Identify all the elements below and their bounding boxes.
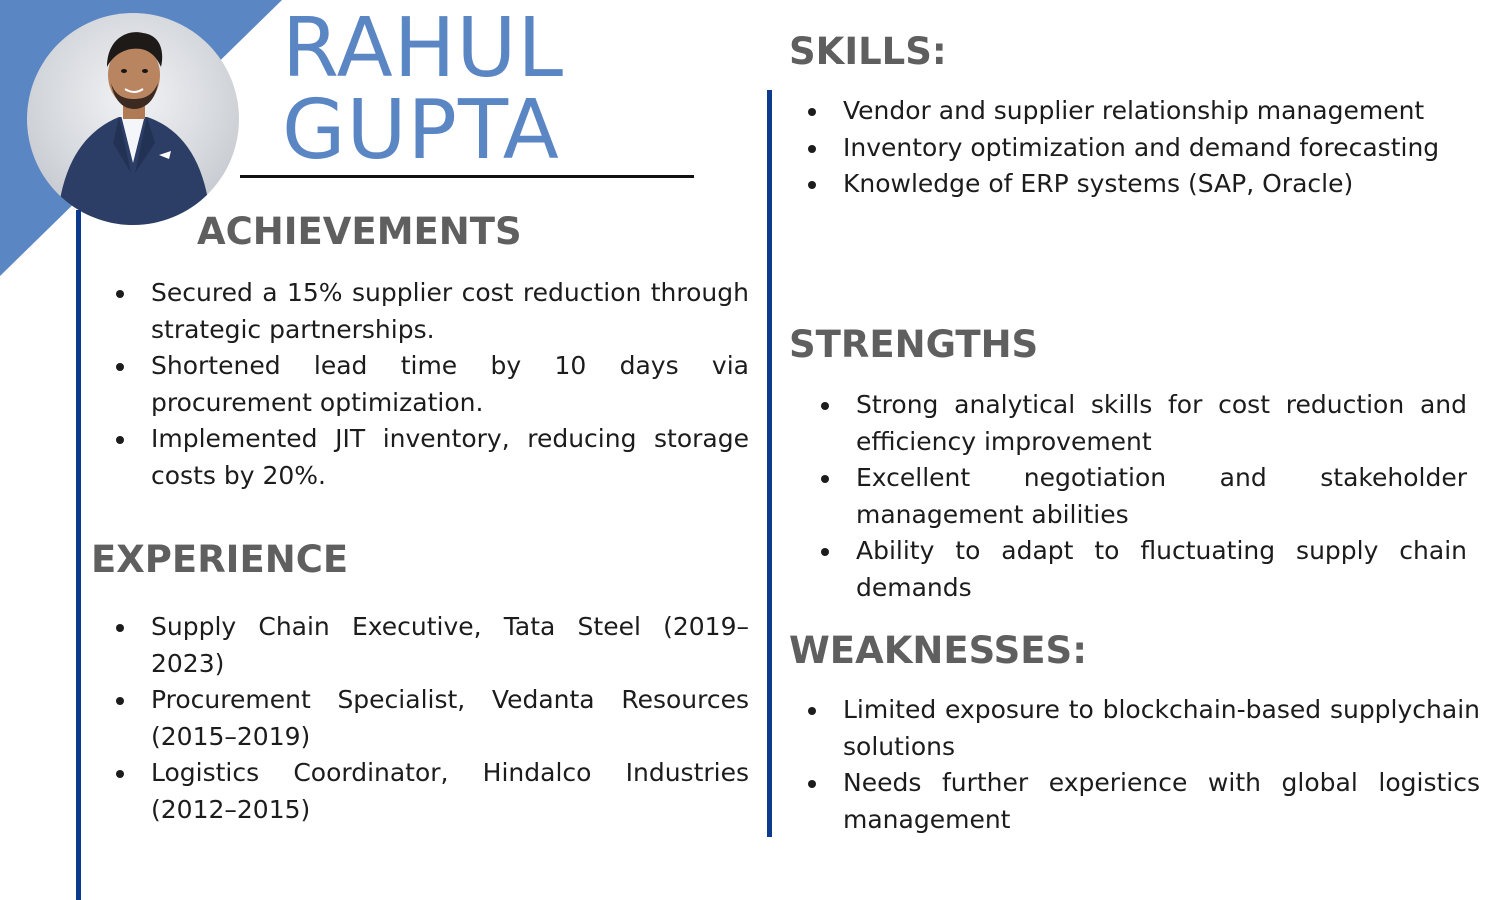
weaknesses-heading: WEAKNESSES: [789,629,1087,672]
name-underline [240,175,694,178]
achievements-list: Secured a 15% supplier cost reduction th… [115,275,749,494]
list-item: Knowledge of ERP systems (SAP, Oracle) [807,166,1485,203]
list-item: Shortened lead time by 10 days via procu… [115,348,749,421]
person-name: RAHUL GUPTA [282,8,564,172]
list-item: Excellent negotiation and stakeholder ma… [820,460,1467,533]
skills-heading: SKILLS: [789,30,947,73]
center-vertical-rule [767,90,772,837]
list-item: Vendor and supplier relationship managem… [807,93,1485,130]
list-item: Secured a 15% supplier cost reduction th… [115,275,749,348]
skills-list: Vendor and supplier relationship managem… [807,93,1485,203]
list-item: Logistics Coordinator, Hindalco Industri… [115,755,749,828]
strengths-list: Strong analytical skills for cost reduct… [820,387,1467,606]
first-name: RAHUL [282,1,565,96]
achievements-heading: ACHIEVEMENTS [197,210,522,253]
weaknesses-list: Limited exposure to blockchain-based sup… [807,692,1480,838]
left-vertical-rule [76,210,81,900]
list-item: Strong analytical skills for cost reduct… [820,387,1467,460]
list-item: Needs further experience with global log… [807,765,1480,838]
list-item: Implemented JIT inventory, reducing stor… [115,421,749,494]
list-item: Procurement Specialist, Vedanta Resource… [115,682,749,755]
last-name: GUPTA [282,83,560,178]
list-item: Ability to adapt to fluctuating supply c… [820,533,1467,606]
list-item: Limited exposure to blockchain-based sup… [807,692,1480,765]
experience-list: Supply Chain Executive, Tata Steel (2019… [115,609,749,828]
list-item: Supply Chain Executive, Tata Steel (2019… [115,609,749,682]
strengths-heading: STRENGTHS [789,323,1039,366]
list-item: Inventory optimization and demand foreca… [807,130,1485,167]
profile-photo [27,13,239,225]
experience-heading: EXPERIENCE [91,538,349,581]
